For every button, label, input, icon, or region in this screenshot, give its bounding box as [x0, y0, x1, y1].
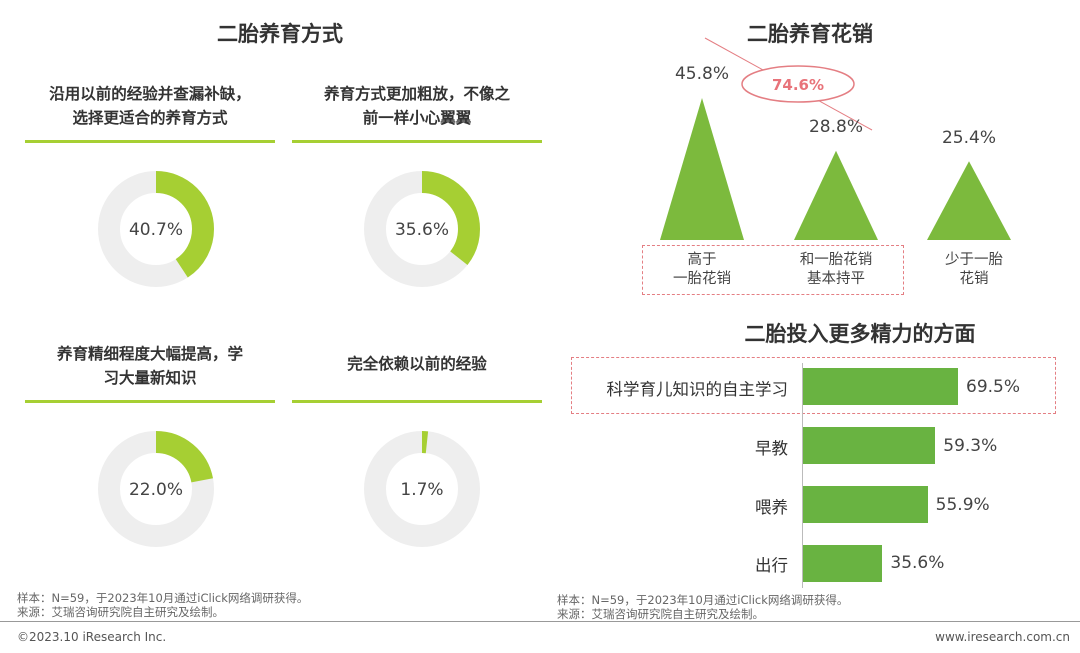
bar-4 — [803, 545, 883, 582]
footer-copyright: ©2023.10 iResearch Inc. — [17, 630, 167, 644]
bar-value-1: 69.5% — [966, 377, 1021, 397]
triangle-lower — [927, 161, 1011, 240]
footer-website[interactable]: www.iresearch.com.cn — [935, 630, 1070, 644]
donut-3-label-line-1: 养育精细程度大幅提高，学 — [56, 345, 243, 363]
donut-3: 22.0% — [98, 431, 214, 547]
donut-2-arc — [364, 171, 480, 287]
bar-3 — [803, 486, 928, 523]
bar-value-4: 35.6% — [890, 553, 945, 573]
triangle-same-category-line-2: 基本持平 — [807, 271, 865, 287]
annotation-ellipse — [741, 65, 855, 103]
bar-label-2: 早教 — [755, 439, 788, 458]
triangle-higher-value: 45.8% — [674, 64, 729, 84]
bars-axis-line — [802, 363, 803, 588]
donut-1-divider — [25, 140, 275, 143]
triangle-same-value: 28.8% — [808, 117, 863, 137]
bar-1 — [803, 368, 958, 405]
triangle-higher — [660, 98, 744, 240]
donut-2-divider — [292, 140, 542, 143]
left-source-note: 来源：艾瑞咨询研究院自主研究及绘制。 — [17, 605, 224, 619]
triangle-lower-value: 25.4% — [941, 128, 996, 148]
donut-1-label-line-2: 选择更适合的养育方式 — [72, 109, 228, 127]
bar-2 — [803, 427, 936, 464]
annotation-text: 74.6% — [772, 76, 824, 94]
donut-4-divider — [292, 400, 542, 403]
triangle-same — [794, 150, 878, 240]
donut-3-divider — [25, 400, 275, 403]
donut-1-label-line-1: 沿用以前的经验并查漏补缺， — [49, 85, 251, 103]
triangle-same-category-line-1: 和一胎花销 — [799, 252, 873, 268]
bar-label-3: 喂养 — [755, 498, 788, 517]
left-sample-note: 样本：N=59，于2023年10月通过iClick网络调研获得。 — [17, 591, 309, 605]
donut-3-arc — [98, 431, 214, 547]
donut-1-arc — [98, 171, 214, 287]
bar-label-1: 科学育儿知识的自主学习 — [606, 380, 789, 399]
triangle-lower-category-line-2: 花销 — [959, 271, 989, 287]
donut-3-label-line-2: 习大量新知识 — [103, 369, 197, 387]
bars-title: 二胎投入更多精力的方面 — [744, 322, 976, 346]
donut-2-label-line-1: 养育方式更加粗放，不像之 — [323, 85, 510, 103]
donut-2-value: 35.6% — [395, 220, 449, 240]
highlight-dashed-box-top — [642, 245, 904, 295]
footer-divider — [0, 621, 1080, 622]
highlight-dashed-box-bars — [571, 357, 1056, 414]
donut-4-label-line-1: 完全依赖以前的经验 — [347, 355, 487, 373]
triangle-lower-category: 少于一胎 花销 — [924, 251, 1024, 289]
left-panel-title: 二胎养育方式 — [217, 22, 343, 46]
donut-2-label: 养育方式更加粗放，不像之 前一样小心翼翼 — [292, 82, 542, 130]
donut-3-value: 22.0% — [129, 480, 183, 500]
right-panel-title: 二胎养育花销 — [747, 22, 873, 46]
donut-4-label: 完全依赖以前的经验 — [292, 352, 542, 376]
right-source-note: 来源：艾瑞咨询研究院自主研究及绘制。 — [557, 607, 764, 621]
bar-value-3: 55.9% — [935, 495, 990, 515]
donut-1: 40.7% — [98, 171, 214, 287]
donut-3-label: 养育精细程度大幅提高，学 习大量新知识 — [25, 342, 275, 390]
donut-4: 1.7% — [364, 431, 480, 547]
right-notes: 样本：N=59，于2023年10月通过iClick网络调研获得。 来源：艾瑞咨询… — [557, 593, 848, 621]
triangle-higher-category-line-2: 一胎花销 — [673, 271, 731, 287]
donut-1-label: 沿用以前的经验并查漏补缺， 选择更适合的养育方式 — [25, 82, 275, 130]
donut-1-value: 40.7% — [129, 220, 183, 240]
right-sample-note: 样本：N=59，于2023年10月通过iClick网络调研获得。 — [557, 593, 849, 607]
triangle-same-category: 和一胎花销 基本持平 — [781, 251, 891, 289]
bar-value-2: 59.3% — [943, 436, 998, 456]
donut-4-arc — [364, 431, 480, 547]
spending-chart: 74.6% — [660, 37, 1011, 240]
bar-label-4: 出行 — [755, 556, 788, 575]
donut-4-value: 1.7% — [400, 480, 443, 500]
donut-2-label-line-2: 前一样小心翼翼 — [362, 109, 472, 127]
triangle-higher-category: 高于 一胎花销 — [652, 251, 752, 289]
donut-2: 35.6% — [364, 171, 480, 287]
triangle-lower-category-line-1: 少于一胎 — [945, 252, 1003, 268]
triangle-higher-category-line-1: 高于 — [687, 252, 717, 268]
left-notes: 样本：N=59，于2023年10月通过iClick网络调研获得。 来源：艾瑞咨询… — [17, 591, 308, 619]
